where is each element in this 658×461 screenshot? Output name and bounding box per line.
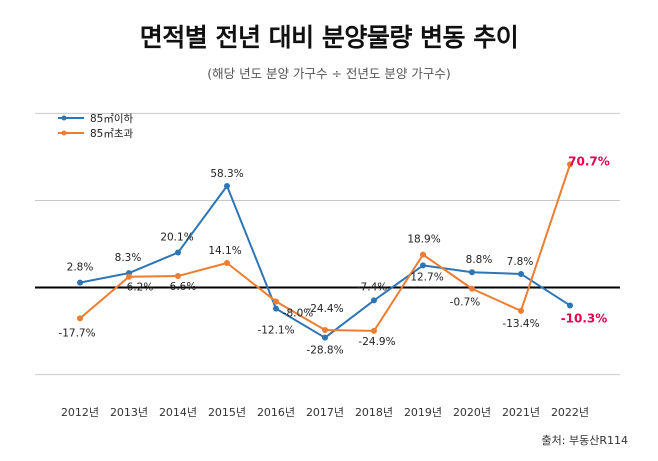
- legend-label: 85㎡이하: [90, 112, 134, 125]
- data-label: -24.9%: [358, 336, 395, 348]
- x-tick-label: 2022년: [551, 406, 589, 419]
- data-point-s1-9: [518, 307, 524, 314]
- x-tick-label: 2014년: [159, 406, 197, 419]
- data-point-s0-4: [273, 305, 279, 312]
- data-label: -0.7%: [450, 297, 480, 309]
- data-point-s1-4: [273, 298, 279, 305]
- x-tick-label: 2020년: [453, 406, 491, 419]
- x-tick-label: 2017년: [306, 406, 344, 419]
- x-tick-label: 2016년: [257, 406, 295, 419]
- data-label: 12.7%: [410, 271, 443, 283]
- data-label: -13.4%: [502, 318, 539, 330]
- data-point-s0-6: [371, 297, 377, 304]
- data-label: 2.8%: [67, 262, 94, 274]
- data-point-s1-1: [126, 273, 132, 280]
- legend-swatch-dot-0: [61, 115, 67, 121]
- data-label: 20.1%: [160, 232, 193, 244]
- x-tick-label: 2012년: [61, 406, 99, 419]
- data-point-s1-3: [224, 259, 230, 266]
- data-label: 70.7%: [568, 154, 610, 168]
- data-point-s0-9: [518, 270, 524, 277]
- legend-swatch-dot-1: [61, 130, 67, 136]
- data-label: 14.1%: [208, 245, 241, 257]
- x-tick-label: 2019년: [404, 406, 442, 419]
- x-tick-label: 2013년: [110, 406, 148, 419]
- data-point-s1-7: [420, 251, 426, 258]
- data-point-s0-3: [224, 183, 230, 190]
- data-label: 6.6%: [170, 281, 197, 293]
- data-point-s0-2: [175, 249, 181, 256]
- x-tick-label: 2015년: [208, 406, 246, 419]
- chart-subtitle: (해당 년도 분양 가구수 ÷ 전년도 분양 가구수): [207, 66, 451, 81]
- data-label: -12.1%: [257, 325, 294, 337]
- data-label: -8.0%: [283, 307, 313, 319]
- data-point-s1-2: [175, 273, 181, 280]
- data-label: 18.9%: [407, 234, 440, 246]
- data-label: 58.3%: [210, 168, 243, 180]
- data-label: 6.2%: [127, 282, 154, 294]
- x-tick-label: 2021년: [502, 406, 540, 419]
- data-label: -10.3%: [561, 311, 608, 325]
- data-label: 8.8%: [466, 254, 493, 266]
- data-point-s1-5: [322, 327, 328, 334]
- chart-title: 면적별 전년 대비 분양물량 변동 추이: [139, 23, 519, 52]
- data-label: -17.7%: [58, 327, 95, 339]
- data-point-s0-8: [469, 269, 475, 276]
- data-point-s0-0: [77, 279, 83, 286]
- data-label: 7.8%: [507, 256, 534, 268]
- data-label: -24.4%: [306, 303, 343, 315]
- legend-label: 85㎡초과: [90, 128, 134, 140]
- data-point-s1-10: [567, 161, 573, 168]
- data-point-s1-6: [371, 327, 377, 334]
- x-tick-label: 2018년: [355, 406, 393, 419]
- data-point-s1-0: [77, 315, 83, 322]
- source-note: 출처: 부동산R114: [541, 434, 628, 447]
- data-point-s0-5: [322, 334, 328, 341]
- data-label: -28.8%: [306, 345, 343, 357]
- data-label: 8.3%: [115, 252, 142, 264]
- data-label: -7.4%: [357, 281, 387, 293]
- data-point-s0-10: [567, 302, 573, 309]
- data-point-s0-7: [420, 262, 426, 269]
- data-point-s1-8: [469, 285, 475, 292]
